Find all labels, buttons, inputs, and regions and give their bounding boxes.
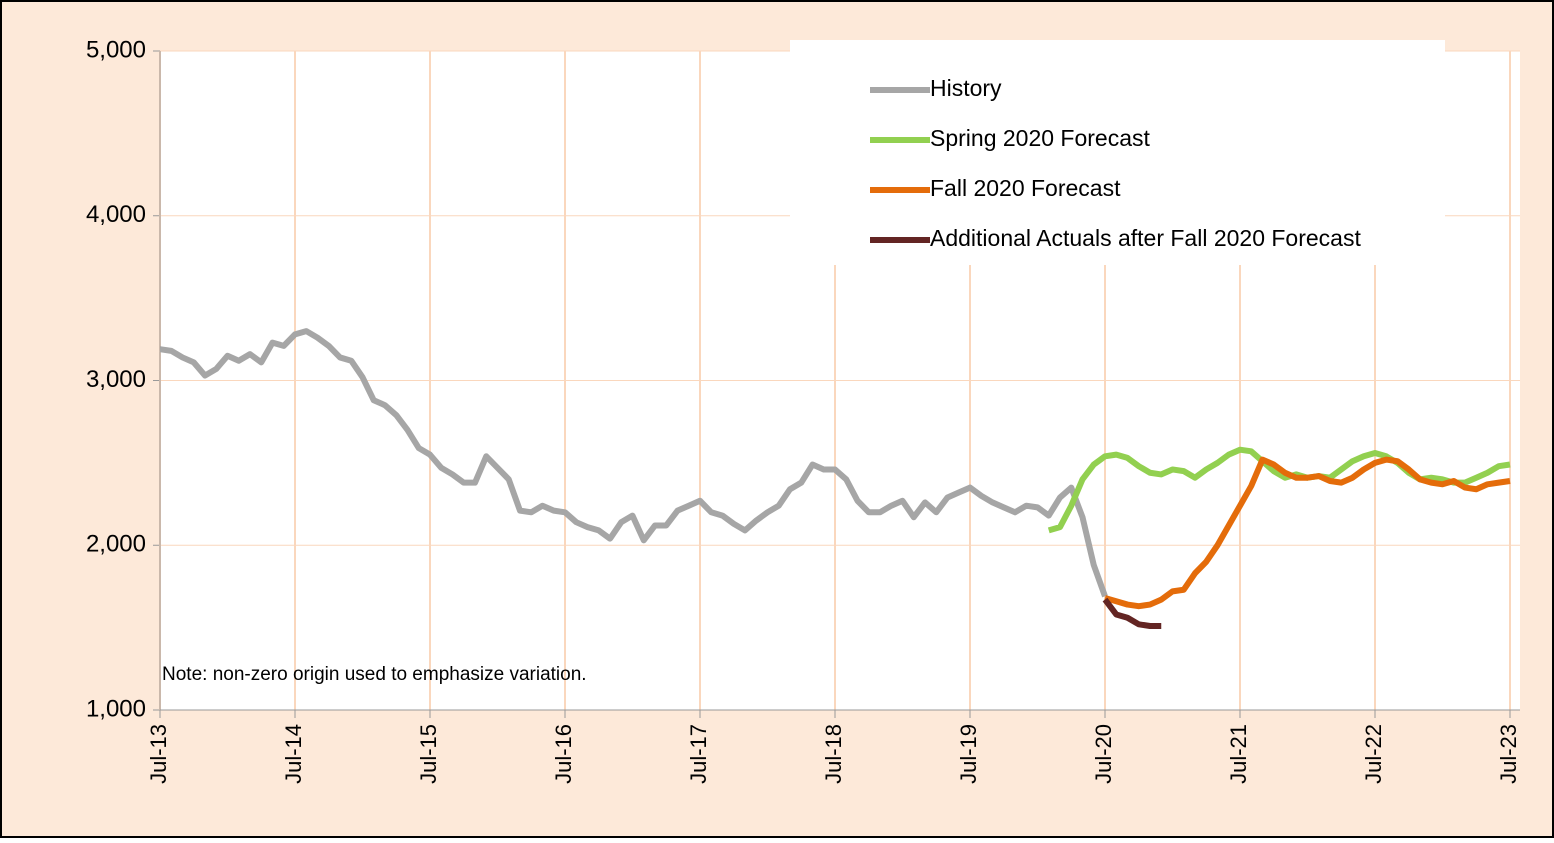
legend-label: Additional Actuals after Fall 2020 Forec… xyxy=(930,225,1361,251)
x-tick-label: Jul-14 xyxy=(281,724,306,784)
legend-label: Spring 2020 Forecast xyxy=(930,125,1151,151)
legend-label: History xyxy=(930,75,1002,101)
y-tick-label: 3,000 xyxy=(86,366,146,393)
x-tick-label: Jul-15 xyxy=(416,724,441,784)
x-tick-label: Jul-23 xyxy=(1496,724,1521,784)
x-tick-label: Jul-18 xyxy=(821,724,846,784)
y-tick-label: 2,000 xyxy=(86,531,146,558)
x-tick-label: Jul-21 xyxy=(1226,724,1251,784)
note: Note: non-zero origin used to emphasize … xyxy=(162,664,587,685)
series-line xyxy=(1047,446,1511,534)
x-tick-label: Jul-20 xyxy=(1091,724,1116,784)
y-tick-label: 4,000 xyxy=(86,201,146,228)
x-tick-label: Jul-16 xyxy=(551,724,576,784)
series-line xyxy=(1102,597,1162,629)
x-tick-label: Jul-17 xyxy=(686,724,711,784)
series-line xyxy=(1104,456,1511,610)
y-tick-label: 1,000 xyxy=(86,695,146,722)
x-tick-label: Jul-19 xyxy=(956,724,981,784)
lines xyxy=(159,328,1511,629)
series-line xyxy=(159,328,1108,598)
x-tick-label: Jul-22 xyxy=(1361,724,1386,784)
legend-box xyxy=(790,40,1445,265)
legend: History Spring 2020 Forecast Fall 2020 For… xyxy=(790,40,1445,265)
legend-label: Fall 2020 Forecast xyxy=(930,175,1121,201)
y-tick-label: 5,000 xyxy=(86,36,146,63)
x-tick-label: Jul-13 xyxy=(146,724,171,784)
